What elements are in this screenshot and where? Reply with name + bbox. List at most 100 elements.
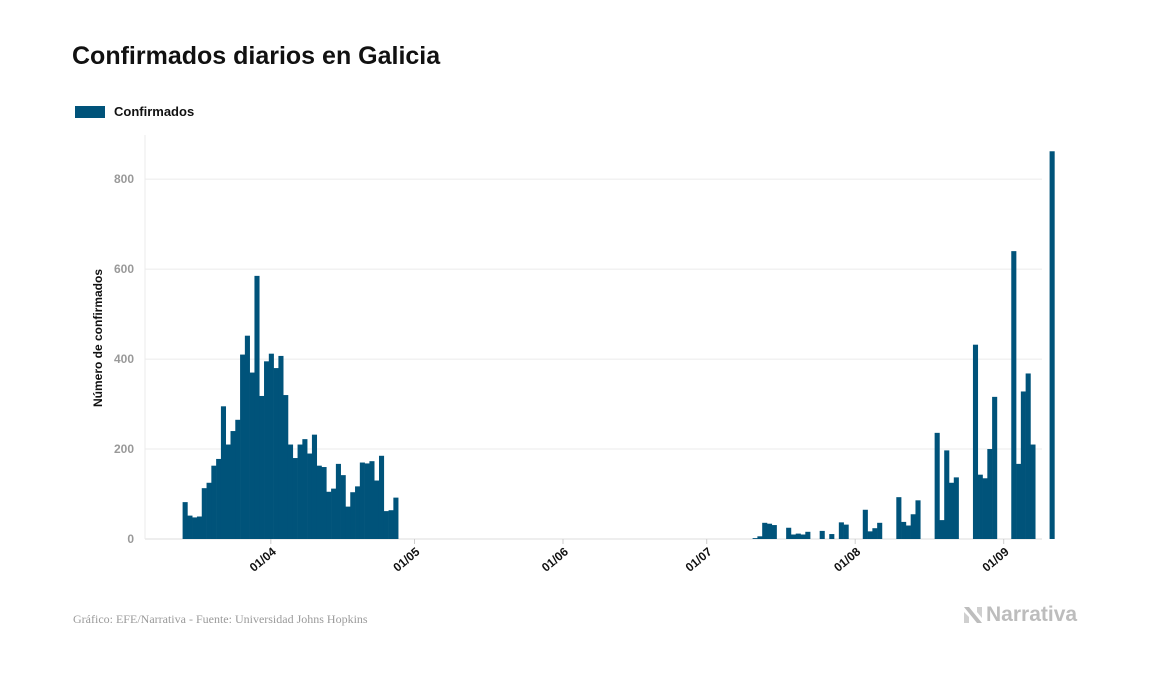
bar xyxy=(843,524,849,539)
legend: Confirmados xyxy=(75,104,194,119)
bar xyxy=(355,486,361,539)
bar xyxy=(196,516,203,539)
y-axis-label: Número de confirmados xyxy=(91,269,105,407)
bar xyxy=(273,368,279,539)
bar xyxy=(187,515,193,539)
bar xyxy=(321,467,327,539)
y-tick-label: 600 xyxy=(114,262,134,276)
bar xyxy=(359,462,365,539)
y-tick-label: 200 xyxy=(114,442,134,456)
bar xyxy=(278,355,284,539)
bar xyxy=(235,419,241,539)
legend-label: Confirmados xyxy=(114,104,195,119)
brand-name: Narrativa xyxy=(986,603,1078,626)
bars xyxy=(182,151,1055,539)
bar xyxy=(259,395,265,539)
x-tick-label: 01/07 xyxy=(683,544,715,574)
bar xyxy=(220,406,227,539)
bar xyxy=(287,444,294,539)
bar xyxy=(374,480,380,539)
bar xyxy=(905,525,911,539)
bar xyxy=(771,525,777,539)
bar xyxy=(378,455,385,539)
x-tick-label: 01/05 xyxy=(390,544,422,574)
bar xyxy=(302,439,308,539)
bar xyxy=(292,458,298,539)
bar xyxy=(766,523,773,539)
bar xyxy=(786,527,792,539)
footer-source: Gráfico: EFE/Narrativa - Fuente: Univers… xyxy=(73,612,368,626)
bar xyxy=(939,520,945,539)
bar xyxy=(795,533,801,539)
bar xyxy=(934,432,940,539)
bar xyxy=(345,506,351,539)
bar xyxy=(268,353,274,539)
bar xyxy=(335,463,341,539)
bar xyxy=(977,474,983,539)
brand-logo: Narrativa xyxy=(963,603,1077,627)
bar xyxy=(910,514,916,539)
bar xyxy=(915,500,921,539)
bar xyxy=(762,522,768,539)
bar xyxy=(388,510,394,539)
bar xyxy=(350,492,356,539)
bar xyxy=(982,478,988,539)
bar xyxy=(326,491,332,539)
bar xyxy=(369,461,375,539)
x-tick-label: 01/09 xyxy=(980,544,1012,574)
bar xyxy=(225,444,231,539)
y-tick-label: 800 xyxy=(114,172,134,186)
bar xyxy=(211,465,217,539)
x-tick-labels: 01/04 01/05 01/06 01/07 01/08 01/09 xyxy=(247,539,1012,575)
bar xyxy=(192,517,198,539)
bar xyxy=(311,434,318,539)
chart-title: Confirmados diarios en Galicia xyxy=(72,42,441,70)
bar xyxy=(1016,463,1022,539)
bar xyxy=(953,477,959,539)
bar xyxy=(383,511,389,539)
bar xyxy=(216,458,222,539)
y-tick-label: 400 xyxy=(114,352,134,366)
bar xyxy=(393,497,399,539)
bar xyxy=(896,497,902,539)
bar xyxy=(206,482,212,539)
bar xyxy=(872,528,878,539)
bar xyxy=(862,509,868,539)
bar xyxy=(987,449,993,539)
bar xyxy=(201,488,207,539)
bar xyxy=(244,335,250,539)
bar xyxy=(364,463,370,539)
bar xyxy=(230,431,236,539)
bar xyxy=(1030,444,1036,539)
bar xyxy=(264,361,270,539)
x-tick-label: 01/04 xyxy=(247,544,279,574)
bar xyxy=(1049,151,1055,539)
narrativa-logo-icon xyxy=(964,607,982,623)
y-tick-label: 0 xyxy=(127,532,134,546)
bar xyxy=(297,444,303,539)
bar xyxy=(757,536,763,539)
bar xyxy=(829,534,835,539)
y-tick-labels: 0 200 400 600 800 xyxy=(114,172,134,546)
bar xyxy=(992,396,998,539)
legend-swatch xyxy=(75,105,105,118)
bar xyxy=(867,531,873,539)
bar xyxy=(972,344,979,539)
bar xyxy=(944,450,950,539)
x-tick-label: 01/08 xyxy=(831,544,863,574)
bar xyxy=(752,538,758,539)
bar xyxy=(838,522,844,539)
bar xyxy=(805,531,811,539)
bar xyxy=(1025,373,1031,539)
bar xyxy=(249,372,255,539)
bar xyxy=(901,521,907,539)
bar xyxy=(877,522,883,539)
bar xyxy=(307,453,313,539)
bar xyxy=(316,465,322,539)
bar xyxy=(790,534,797,539)
x-tick-label: 01/06 xyxy=(539,544,571,574)
bar xyxy=(800,534,806,539)
bar xyxy=(949,482,955,539)
bar xyxy=(182,502,188,539)
